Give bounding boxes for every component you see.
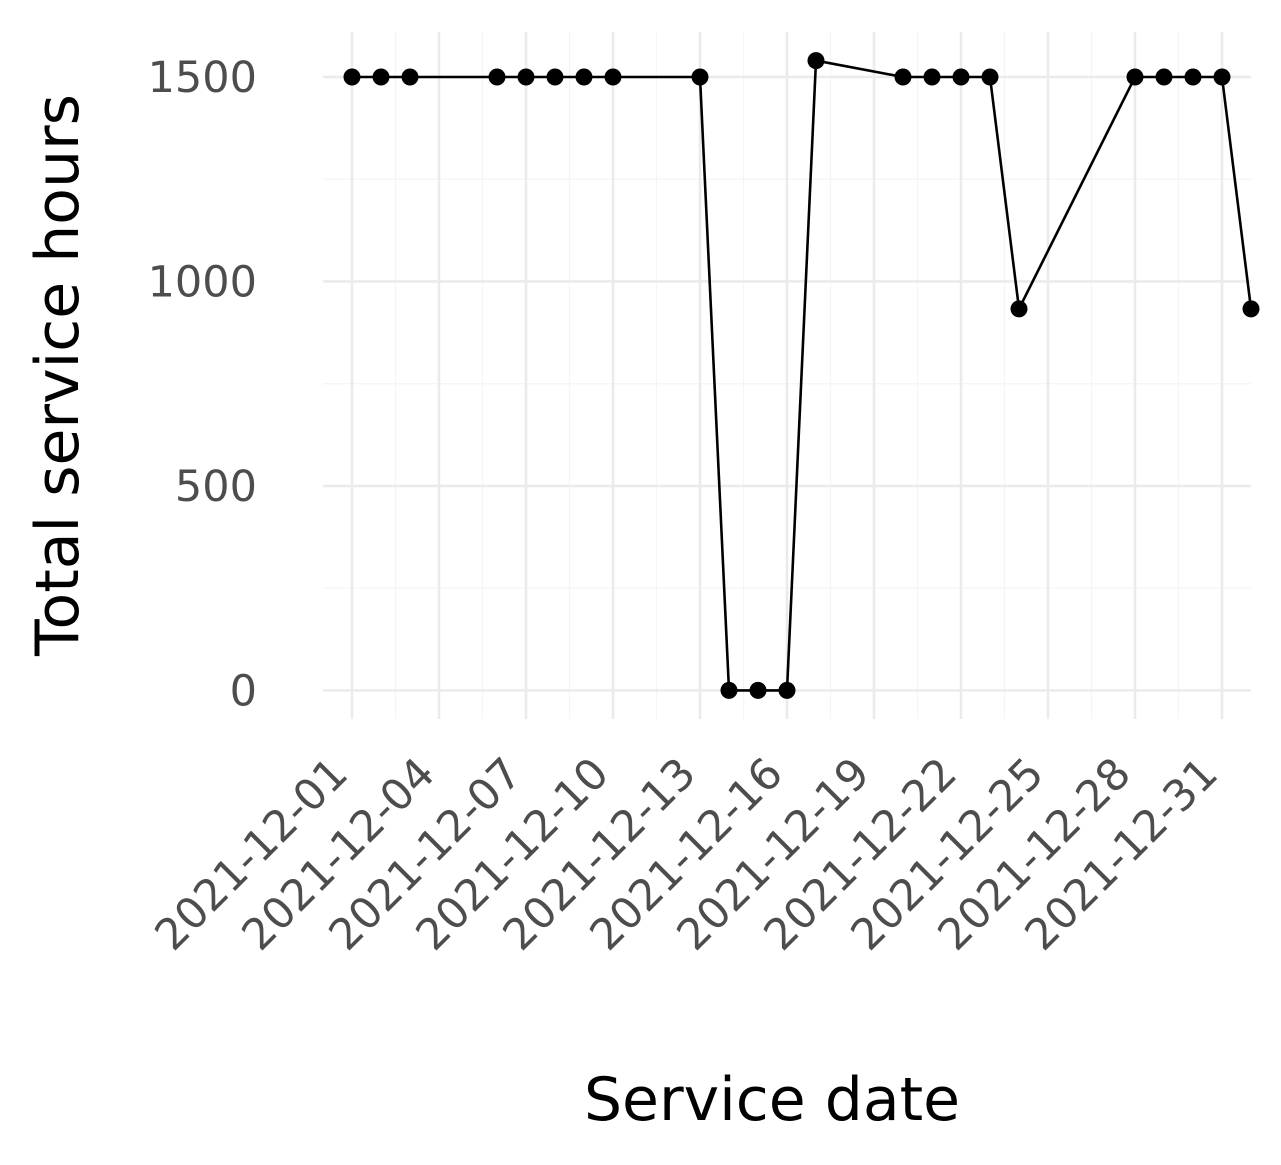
data-point <box>1213 68 1231 86</box>
data-point <box>749 681 767 699</box>
data-point <box>401 68 419 86</box>
data-point <box>778 681 796 699</box>
data-point <box>923 68 941 86</box>
data-point <box>1126 68 1144 86</box>
data-point <box>517 68 535 86</box>
data-point <box>343 68 361 86</box>
y-tick-label: 1500 <box>148 53 257 103</box>
data-point <box>894 68 912 86</box>
series-group <box>343 52 1260 699</box>
data-point <box>1184 68 1202 86</box>
series-line <box>352 59 1253 692</box>
data-point <box>691 68 709 86</box>
data-point <box>1010 300 1028 318</box>
grid <box>323 32 1251 719</box>
data-point <box>1155 68 1173 86</box>
data-point <box>720 681 738 699</box>
data-point <box>807 52 825 70</box>
y-axis-ticks: 0 500 1000 1500 <box>148 53 257 716</box>
data-point <box>981 68 999 86</box>
data-point <box>546 68 564 86</box>
y-tick-label: 1000 <box>148 257 257 307</box>
data-point <box>1242 300 1260 318</box>
x-axis-ticks: 2021-12-012021-12-042021-12-072021-12-10… <box>146 748 1228 960</box>
data-point <box>372 68 390 86</box>
x-axis-title: Service date <box>584 1065 960 1135</box>
data-point <box>488 68 506 86</box>
data-point <box>952 68 970 86</box>
y-tick-label: 0 <box>230 666 257 716</box>
y-axis-title: Total service hours <box>23 94 93 657</box>
y-tick-label: 500 <box>175 462 257 512</box>
data-point <box>604 68 622 86</box>
data-point <box>575 68 593 86</box>
